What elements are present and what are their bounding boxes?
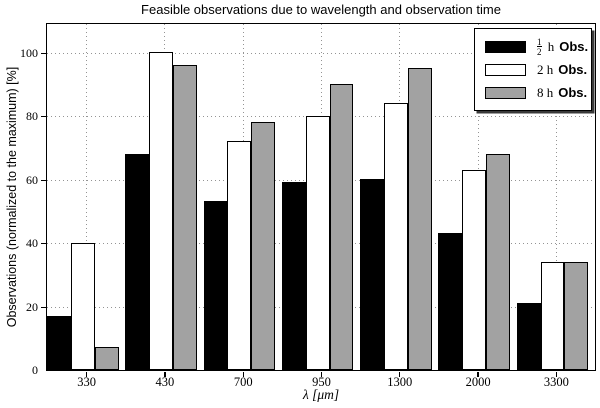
legend-obs-text: Obs. bbox=[559, 39, 589, 54]
legend-obs-text: Obs. bbox=[558, 85, 588, 100]
bar-950-series2 bbox=[305, 115, 330, 370]
legend-swatch-1 bbox=[485, 40, 526, 53]
bar-950-series1 bbox=[281, 182, 306, 370]
y-tick-label: 20 bbox=[26, 299, 38, 314]
bar-700-series3 bbox=[251, 121, 276, 370]
y-tick-mark bbox=[41, 243, 46, 245]
legend-swatch-2 bbox=[485, 63, 526, 76]
y-tick-label: 100 bbox=[20, 45, 38, 60]
y-tick-mark bbox=[41, 52, 46, 54]
bar-2000-series3 bbox=[486, 153, 511, 370]
x-tick-label: 700 bbox=[233, 375, 253, 389]
bar-2000-series1 bbox=[438, 233, 463, 370]
legend-item-3: 8 h Obs. bbox=[485, 81, 587, 104]
bar-3300-series2 bbox=[540, 261, 565, 370]
x-tick-label: 330 bbox=[77, 375, 97, 389]
x-tick-label: 2000 bbox=[465, 375, 491, 389]
bar-430-series2 bbox=[149, 52, 174, 370]
legend-item-2: 2 h Obs. bbox=[485, 58, 587, 81]
legend-label-3: 8 h Obs. bbox=[537, 84, 588, 101]
bar-1300-series2 bbox=[384, 102, 408, 370]
x-tick-label: 1300 bbox=[387, 375, 413, 389]
bar-950-series3 bbox=[329, 83, 354, 370]
y-axis-label: Observations (normalized to the maximum)… bbox=[5, 66, 19, 328]
x-tick-mark bbox=[555, 372, 558, 377]
x-axis-label: λ [μm] bbox=[302, 387, 340, 402]
y-tick-mark bbox=[41, 306, 46, 308]
gridline-v bbox=[86, 24, 88, 370]
bar-2000-series2 bbox=[462, 169, 487, 370]
bar-3300-series1 bbox=[516, 302, 541, 370]
x-tick-label: 3300 bbox=[543, 375, 569, 389]
x-tick-mark bbox=[477, 372, 479, 377]
x-tick-mark bbox=[320, 372, 323, 377]
bar-1300-series3 bbox=[407, 67, 432, 370]
gridline-v bbox=[555, 24, 557, 370]
bar-330-series2 bbox=[70, 242, 95, 370]
y-tick-mark bbox=[41, 116, 46, 118]
x-tick-mark bbox=[399, 372, 401, 377]
legend-obs-text: Obs. bbox=[558, 62, 588, 77]
y-tick-mark bbox=[41, 179, 46, 181]
y-tick-label: 80 bbox=[26, 109, 38, 124]
bar-700-series2 bbox=[227, 140, 252, 370]
bar-330-series3 bbox=[94, 347, 119, 370]
bar-700-series1 bbox=[203, 201, 228, 370]
y-tick-label: 40 bbox=[26, 236, 38, 251]
x-tick-label: 430 bbox=[155, 375, 175, 389]
legend-label-2: 2 h Obs. bbox=[537, 61, 588, 78]
bar-330-series1 bbox=[47, 315, 71, 370]
bar-430-series3 bbox=[173, 64, 197, 370]
y-tick-label: 0 bbox=[32, 363, 38, 377]
legend-swatch-3 bbox=[485, 86, 526, 99]
chart-title: Feasible observations due to wavelength … bbox=[141, 2, 501, 17]
x-tick-label: 950 bbox=[312, 375, 331, 389]
x-tick-mark bbox=[164, 372, 166, 377]
bar-1300-series1 bbox=[360, 179, 385, 370]
bar-430-series1 bbox=[125, 153, 150, 370]
bar-3300-series3 bbox=[564, 261, 589, 370]
x-tick-mark bbox=[242, 372, 244, 377]
x-tick-mark bbox=[85, 372, 88, 377]
y-tick-label: 60 bbox=[26, 172, 38, 187]
